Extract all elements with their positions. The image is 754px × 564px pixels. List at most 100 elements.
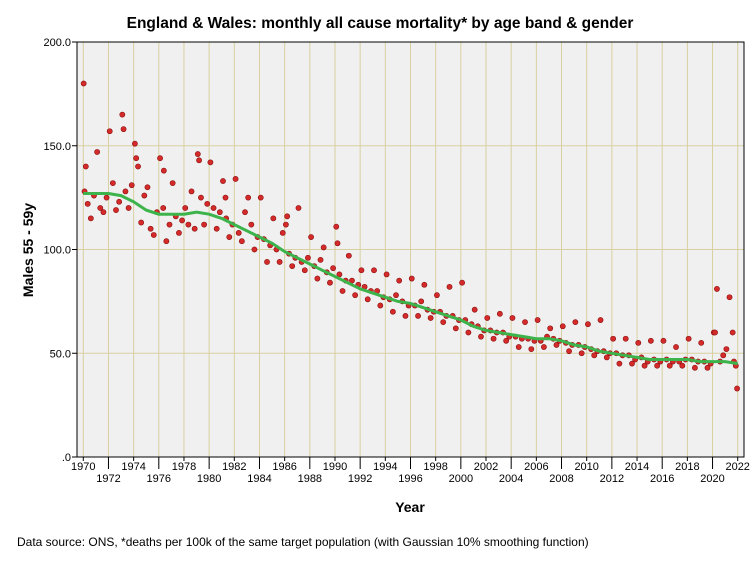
data-point bbox=[308, 234, 314, 240]
data-point bbox=[465, 329, 472, 336]
x-tick-label: 1982 bbox=[222, 461, 246, 473]
data-point bbox=[94, 149, 101, 155]
data-point bbox=[452, 325, 459, 332]
data-point bbox=[87, 215, 94, 222]
data-point bbox=[204, 200, 211, 207]
data-point bbox=[84, 200, 91, 207]
data-point bbox=[418, 298, 425, 305]
data-point bbox=[603, 354, 610, 361]
data-point bbox=[264, 259, 270, 265]
data-point bbox=[182, 205, 189, 211]
data-point bbox=[220, 178, 226, 184]
data-point bbox=[157, 155, 163, 162]
data-point bbox=[216, 209, 223, 216]
x-tick-label: 2018 bbox=[675, 461, 699, 473]
footnote: Data source: ONS, *deaths per 100k of th… bbox=[17, 535, 589, 549]
x-tick-label: 1980 bbox=[197, 473, 221, 485]
x-tick-label: 1978 bbox=[172, 461, 196, 473]
data-point bbox=[660, 337, 667, 344]
data-point bbox=[371, 267, 377, 274]
data-points bbox=[80, 80, 740, 392]
data-point bbox=[339, 288, 346, 294]
data-point bbox=[692, 364, 698, 371]
data-point bbox=[276, 259, 283, 265]
data-point bbox=[547, 325, 554, 332]
data-point bbox=[128, 182, 135, 189]
data-point bbox=[408, 275, 415, 282]
data-point bbox=[333, 223, 340, 230]
data-point bbox=[191, 225, 198, 232]
data-point bbox=[396, 277, 403, 284]
data-point bbox=[213, 225, 220, 232]
data-point bbox=[734, 385, 740, 392]
data-point bbox=[616, 360, 623, 367]
data-point bbox=[685, 335, 692, 342]
x-tick-label: 2004 bbox=[499, 473, 523, 485]
data-point bbox=[198, 194, 204, 201]
data-point bbox=[714, 286, 720, 292]
data-point bbox=[427, 315, 434, 321]
data-point bbox=[301, 267, 308, 274]
data-point bbox=[133, 155, 140, 162]
data-point bbox=[179, 217, 185, 224]
data-point bbox=[327, 279, 333, 286]
data-point bbox=[141, 192, 148, 199]
data-point bbox=[97, 205, 104, 211]
data-point bbox=[144, 184, 151, 191]
data-point bbox=[622, 335, 629, 342]
data-point bbox=[222, 194, 229, 201]
x-tick-label: 1984 bbox=[247, 473, 271, 485]
data-point bbox=[591, 352, 598, 359]
data-point bbox=[352, 292, 359, 299]
x-tick-label: 2000 bbox=[449, 473, 473, 485]
data-point bbox=[257, 194, 264, 201]
data-point bbox=[446, 283, 453, 290]
data-point bbox=[238, 238, 245, 245]
data-point bbox=[572, 319, 579, 326]
data-point bbox=[270, 215, 277, 222]
data-point bbox=[729, 329, 736, 336]
data-point bbox=[666, 362, 673, 369]
data-point bbox=[289, 263, 296, 269]
data-point bbox=[654, 362, 661, 369]
data-point bbox=[103, 194, 110, 201]
data-point bbox=[80, 80, 87, 87]
data-point bbox=[364, 296, 371, 303]
data-point bbox=[160, 167, 167, 174]
data-point bbox=[201, 221, 208, 228]
data-point bbox=[147, 225, 154, 232]
data-point bbox=[82, 163, 89, 170]
x-tick-label: 2006 bbox=[524, 461, 548, 473]
data-point bbox=[585, 321, 591, 328]
x-tick-label: 1976 bbox=[147, 473, 171, 485]
data-point bbox=[528, 346, 535, 352]
data-point bbox=[415, 312, 421, 319]
data-point bbox=[163, 238, 170, 245]
data-point bbox=[242, 209, 248, 216]
x-axis-ticks: 1970197219741976197819801982198419861988… bbox=[71, 457, 750, 485]
data-point bbox=[106, 128, 113, 135]
x-tick-label: 1994 bbox=[373, 461, 397, 473]
data-point bbox=[251, 246, 258, 253]
data-point bbox=[503, 337, 510, 344]
data-point bbox=[726, 294, 733, 301]
data-point bbox=[610, 335, 617, 342]
data-point bbox=[478, 333, 484, 340]
y-tick-label: 50.0 bbox=[50, 348, 71, 360]
data-point bbox=[232, 176, 239, 182]
data-point bbox=[377, 302, 384, 309]
data-point bbox=[295, 205, 302, 211]
chart-title: England & Wales: monthly all cause morta… bbox=[127, 15, 634, 32]
data-point bbox=[160, 205, 167, 211]
x-tick-label: 1972 bbox=[96, 473, 120, 485]
x-tick-label: 2014 bbox=[625, 461, 649, 473]
data-point bbox=[559, 323, 566, 330]
data-point bbox=[522, 319, 528, 326]
x-tick-label: 1988 bbox=[298, 473, 322, 485]
data-point bbox=[245, 194, 252, 201]
data-point bbox=[496, 310, 503, 317]
x-tick-label: 1974 bbox=[121, 461, 145, 473]
data-point bbox=[226, 234, 233, 240]
x-tick-label: 2010 bbox=[574, 461, 598, 473]
